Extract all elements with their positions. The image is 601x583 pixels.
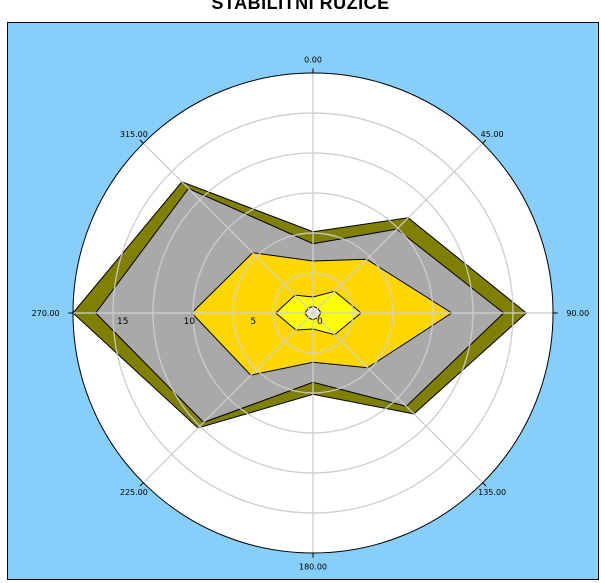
angle-tick bbox=[139, 139, 144, 144]
angle-label: 270.00 bbox=[32, 309, 60, 318]
polar-grid-overlay bbox=[73, 73, 553, 553]
chart-title: STABILITNÍ RŮŽICE bbox=[211, 0, 390, 13]
angle-tick bbox=[482, 139, 487, 144]
angle-label: 45.00 bbox=[481, 130, 504, 139]
grid-spoke-overlay bbox=[312, 312, 484, 484]
angle-label: 315.00 bbox=[120, 130, 148, 139]
angle-label: 225.00 bbox=[120, 488, 148, 497]
angle-label: 180.00 bbox=[299, 562, 327, 571]
radial-tick-label: 15 bbox=[117, 317, 128, 327]
angle-label: 135.00 bbox=[478, 488, 506, 497]
radial-tick-label: 10 bbox=[184, 317, 196, 327]
angle-tick bbox=[482, 482, 487, 487]
grid-spoke-overlay bbox=[312, 142, 484, 314]
radial-tick-label: 0 bbox=[317, 317, 323, 327]
angle-label: 0.00 bbox=[304, 56, 322, 65]
axis-labels: 0.00 45.00 90.00 135.00 180.00 225.00 270.00 31… bbox=[32, 56, 590, 572]
radial-tick-label: 5 bbox=[250, 317, 256, 327]
grid-spoke-overlay bbox=[142, 142, 314, 314]
angle-label: 90.00 bbox=[566, 309, 589, 318]
angle-tick bbox=[139, 482, 144, 487]
radar-chart: 0.00 45.00 90.00 135.00 180.00 225.00 270.00 31… bbox=[8, 23, 598, 579]
grid-spoke-overlay bbox=[142, 312, 314, 484]
plot-area: 0.00 45.00 90.00 135.00 180.00 225.00 270.00 31… bbox=[7, 22, 599, 580]
